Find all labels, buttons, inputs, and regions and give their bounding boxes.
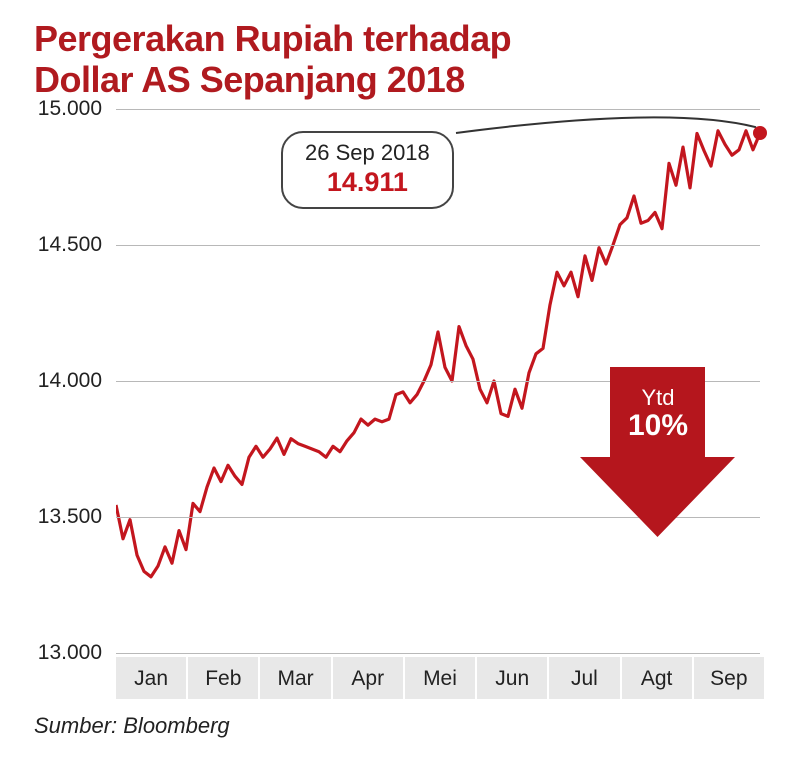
y-axis: 13.00013.50014.00014.50015.000 <box>0 109 110 629</box>
y-tick-label: 14.000 <box>38 369 102 393</box>
x-tick-label: Jul <box>549 657 621 699</box>
x-tick-label: Jan <box>116 657 188 699</box>
callout-value: 14.911 <box>305 167 430 198</box>
x-tick-label: Sep <box>694 657 764 699</box>
x-tick-label: Feb <box>188 657 260 699</box>
ytd-text: Ytd 10% <box>598 385 718 443</box>
ytd-label: Ytd <box>598 385 718 411</box>
ytd-percent: 10% <box>598 409 718 443</box>
chart-title: Pergerakan Rupiah terhadap Dollar AS Sep… <box>34 18 763 101</box>
end-point-dot <box>753 126 767 140</box>
x-tick-label: Agt <box>622 657 694 699</box>
y-tick-label: 14.500 <box>38 233 102 257</box>
x-tick-label: Apr <box>333 657 405 699</box>
y-tick-label: 13.000 <box>38 641 102 665</box>
x-axis: JanFebMarAprMeiJunJulAgtSep <box>116 657 764 699</box>
y-tick-label: 13.500 <box>38 505 102 529</box>
x-tick-label: Mar <box>260 657 332 699</box>
source-label: Sumber: Bloomberg <box>34 713 763 739</box>
x-tick-label: Mei <box>405 657 477 699</box>
callout-date: 26 Sep 2018 <box>305 140 430 166</box>
y-tick-label: 15.000 <box>38 97 102 121</box>
x-tick-label: Jun <box>477 657 549 699</box>
chart-area: 13.00013.50014.00014.50015.000 26 Sep 20… <box>0 109 760 699</box>
value-callout: 26 Sep 2018 14.911 <box>281 131 454 209</box>
grid-line <box>116 653 760 654</box>
plot-area: 26 Sep 2018 14.911 Ytd 10% <box>116 109 760 653</box>
